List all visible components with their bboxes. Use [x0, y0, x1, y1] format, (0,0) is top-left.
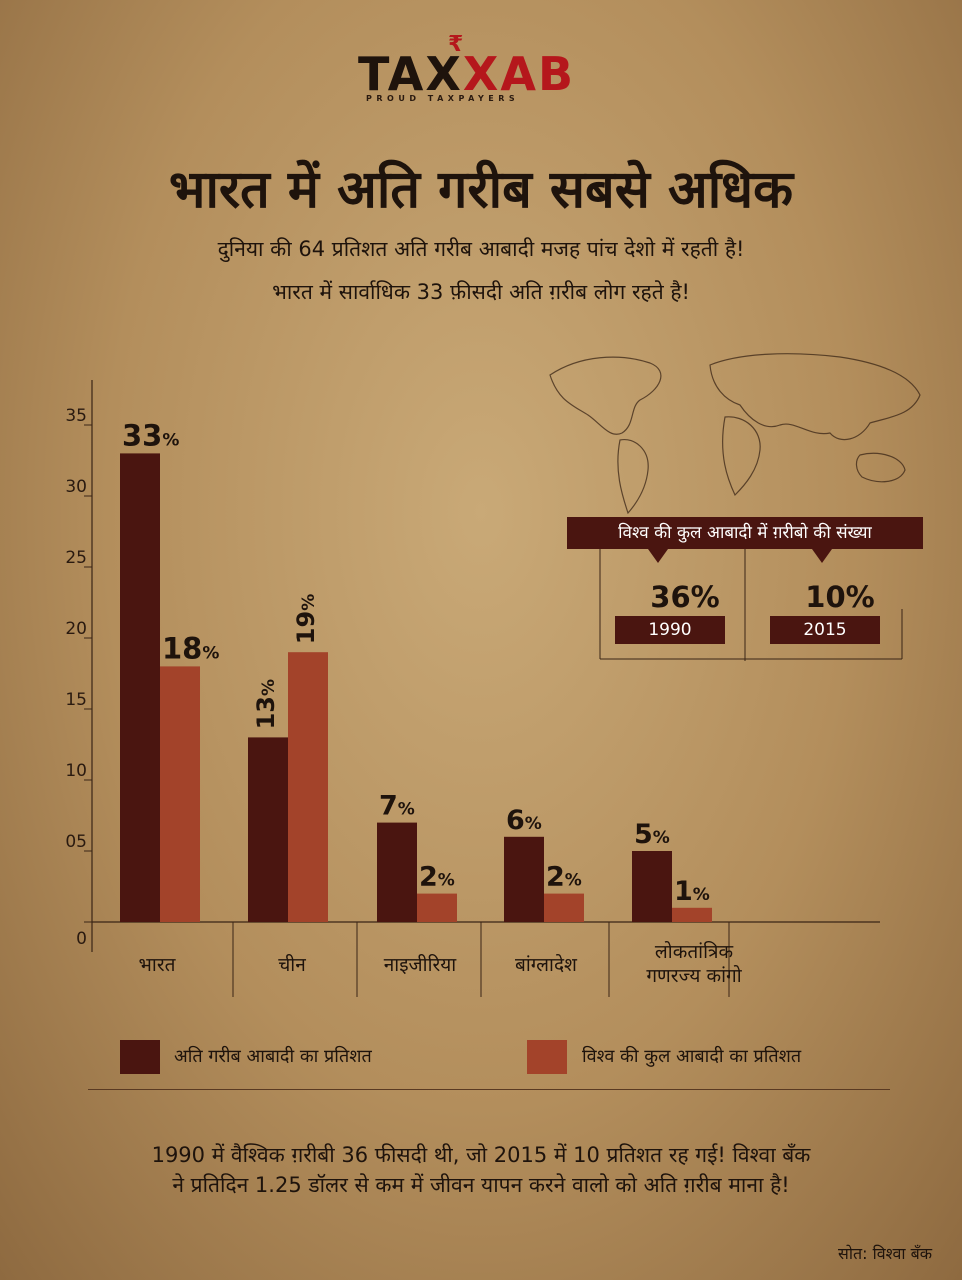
taxab-logo: ₹ TAXXAB PROUD TAXPAYERS: [358, 32, 573, 106]
y-tick-label: 0: [76, 929, 87, 949]
page-title: भारत में अति गरीब सबसे अधिक: [168, 160, 794, 220]
data-label: 33%: [122, 418, 179, 452]
data-label: 7%: [379, 791, 415, 822]
bar-world-4: [672, 907, 712, 922]
data-label: 6%: [506, 805, 542, 836]
legend-label-extreme-poor: अति गरीब आबादी का प्रतिशत: [174, 1046, 372, 1067]
data-label: 1%: [674, 876, 710, 907]
bar-world-1: [288, 652, 328, 922]
y-tick-label: 25: [65, 548, 87, 568]
stat-2015-year: 2015: [770, 616, 880, 644]
subtitle-2: भारत में सार्वाधिक 33 फ़ीसदी अति ग़रीब ल…: [272, 280, 690, 304]
subtitle-1: दुनिया की 64 प्रतिशत अति गरीब आबादी मजह …: [217, 237, 745, 261]
data-label: 13%: [252, 679, 280, 729]
category-label: चीन: [278, 953, 306, 976]
legend-label-world: विश्व की कुल आबादी का प्रतिशत: [582, 1046, 802, 1067]
logo-text: TAXXAB: [358, 47, 576, 101]
bar-extreme-poor-3: [504, 836, 544, 922]
logo-tagline: PROUD TAXPAYERS: [366, 94, 520, 103]
world-box-frame: [599, 549, 903, 661]
y-tick-label: 30: [65, 477, 87, 497]
y-tick-label: 10: [65, 761, 87, 781]
footnote-line-2: ने प्रतिदिन 1.25 डॉलर से कम में जीवन याप…: [172, 1173, 790, 1197]
legend-swatch-world: [527, 1040, 567, 1074]
legend-swatch-extreme-poor: [120, 1040, 160, 1074]
bar-extreme-poor-1: [248, 737, 288, 922]
y-tick-label: 35: [65, 406, 87, 426]
data-label: 19%: [292, 594, 320, 644]
stat-1990-year: 1990: [615, 616, 725, 644]
y-tick-label: 05: [65, 832, 87, 852]
source-credit: सोत: विश्वा बँक: [838, 1244, 932, 1263]
category-label: गणरज्य कांगो: [646, 964, 742, 987]
bar-extreme-poor-0: [120, 453, 160, 922]
category-label: लोकतांत्रिक: [655, 940, 734, 963]
bar-world-2: [417, 893, 457, 922]
bar-world-3: [544, 893, 584, 922]
category-label: बांग्लादेश: [515, 953, 578, 976]
stat-2015-value: 10%: [805, 580, 875, 614]
rupee-icon: ₹: [448, 32, 464, 57]
stat-1990-value: 36%: [650, 580, 720, 614]
bar-world-0: [160, 666, 200, 922]
category-label: नाइजीरिया: [384, 953, 458, 976]
y-tick-label: 15: [65, 690, 87, 710]
data-label: 18%: [162, 631, 219, 665]
data-label: 2%: [419, 862, 455, 893]
bar-extreme-poor-2: [377, 822, 417, 922]
data-label: 5%: [634, 819, 670, 850]
footnote-line-1: 1990 में वैश्विक ग़रीबी 36 फीसदी थी, जो …: [151, 1143, 811, 1167]
world-map-icon: [549, 353, 921, 515]
bar-chart: 0 05 10 15 20 25 30 35 33% 13% 7% 6% 5% 18% 19% 2% 2% 1% भ…: [65, 380, 880, 997]
y-tick-label: 20: [65, 619, 87, 639]
data-label: 2%: [546, 862, 582, 893]
divider: [88, 1089, 890, 1090]
bar-extreme-poor-4: [632, 851, 672, 922]
world-box-title: विश्व की कुल आबादी में ग़रीबो की संख्या: [567, 517, 923, 549]
category-label: भारत: [139, 954, 177, 976]
